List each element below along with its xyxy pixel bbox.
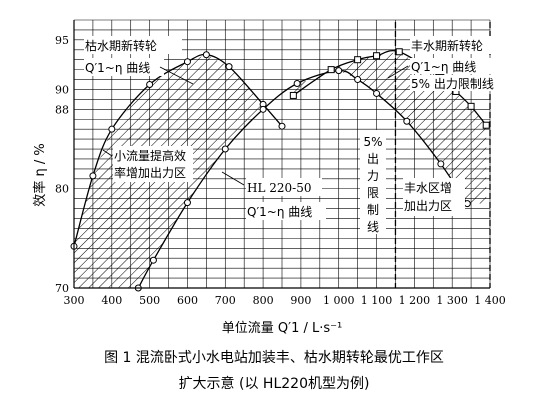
annotation-hl-curve: Q′1~η 曲线 <box>247 205 312 219</box>
figure-caption-line1: 图 1 混流卧式小水电站加装丰、枯水期转轮最优工作区 <box>104 350 444 366</box>
data-point <box>327 66 335 74</box>
y-tick-label: 95 <box>55 34 69 47</box>
x-tick-label: 700 <box>215 294 236 307</box>
annotation-small-flow-2: 率增加出力区 <box>114 165 186 180</box>
annotation-vertical-limit: 5% 出力限制线 <box>363 135 382 234</box>
x-tick-label: 1 100 <box>361 294 393 307</box>
y-axis-label: 效率 η / % <box>32 143 48 206</box>
data-point <box>278 122 286 130</box>
leader-dry <box>159 66 194 85</box>
data-point <box>395 48 403 56</box>
annotation-wet-curve: Q′1~η 曲线 <box>411 60 476 74</box>
data-point <box>225 63 233 71</box>
data-point <box>183 58 191 66</box>
annotation-wet-title: 丰水期新转轮 <box>411 38 483 53</box>
x-tick-label: 300 <box>64 294 85 307</box>
annotation-wet-zone-1: 丰水区增 <box>404 181 452 195</box>
y-tick-label: 80 <box>55 183 69 196</box>
data-point <box>183 199 191 207</box>
x-tick-label: 400 <box>101 294 122 307</box>
data-point <box>373 52 381 60</box>
vertical-label-char: 出 <box>367 152 379 166</box>
vertical-label-char: 5% <box>363 135 382 149</box>
x-tick-label: 1 000 <box>323 294 355 307</box>
data-point <box>289 91 297 99</box>
data-point <box>149 256 157 264</box>
x-tick-label: 1 400 <box>474 294 506 307</box>
axes: 300 400 500 600 700 800 900 1 000 1 100 1 200 1 30… <box>55 20 506 307</box>
annotation-small-flow-1: 小流量提高效 <box>114 148 186 163</box>
data-point <box>293 80 301 88</box>
vertical-label-char: 线 <box>367 220 379 234</box>
annotation-hl-model: HL 220-50 <box>247 181 311 195</box>
data-point <box>335 67 343 75</box>
x-tick-label: 1 200 <box>399 294 431 307</box>
data-point <box>437 160 445 168</box>
annotation-dry-title: 枯水期新转轮 <box>85 38 157 53</box>
data-point <box>354 56 362 64</box>
data-point <box>463 200 471 208</box>
data-point <box>482 121 490 129</box>
x-tick-label: 500 <box>139 294 160 307</box>
x-axis-label: 单位流量 Q′1 / L·s⁻¹ <box>222 321 342 336</box>
data-point <box>467 102 475 110</box>
x-tick-label: 1 300 <box>436 294 468 307</box>
data-point <box>373 89 381 97</box>
data-point <box>89 172 97 180</box>
limit-lines <box>394 22 491 288</box>
x-tick-label: 600 <box>177 294 198 307</box>
leader-wet <box>387 65 409 79</box>
data-point <box>403 117 411 125</box>
x-tick-label: 800 <box>253 294 274 307</box>
data-point <box>259 105 267 113</box>
series <box>70 48 490 292</box>
data-point <box>108 125 116 133</box>
y-tick-label: 70 <box>55 282 69 295</box>
data-point <box>354 76 362 84</box>
data-point <box>202 51 210 59</box>
vertical-label-char: 限 <box>367 186 379 200</box>
leader-small-flow <box>102 149 113 157</box>
figure-caption-line2: 扩大示意 (以 HL220机型为例) <box>178 376 370 392</box>
y-tick-label: 90 <box>55 83 69 96</box>
leader-hl <box>221 171 245 186</box>
vertical-label-char: 力 <box>367 169 379 183</box>
x-tick-label: 900 <box>290 294 311 307</box>
data-point <box>146 81 154 89</box>
annotation-wet-limit: 5% 出力限制线 <box>411 77 494 91</box>
annotation-wet-zone-2: 加出力区 <box>404 199 452 213</box>
vertical-label-char: 制 <box>367 203 379 217</box>
data-point <box>221 145 229 153</box>
y-tick-label: 88 <box>55 103 69 116</box>
annotation-dry-curve: Q′1~η 曲线 <box>85 61 150 75</box>
